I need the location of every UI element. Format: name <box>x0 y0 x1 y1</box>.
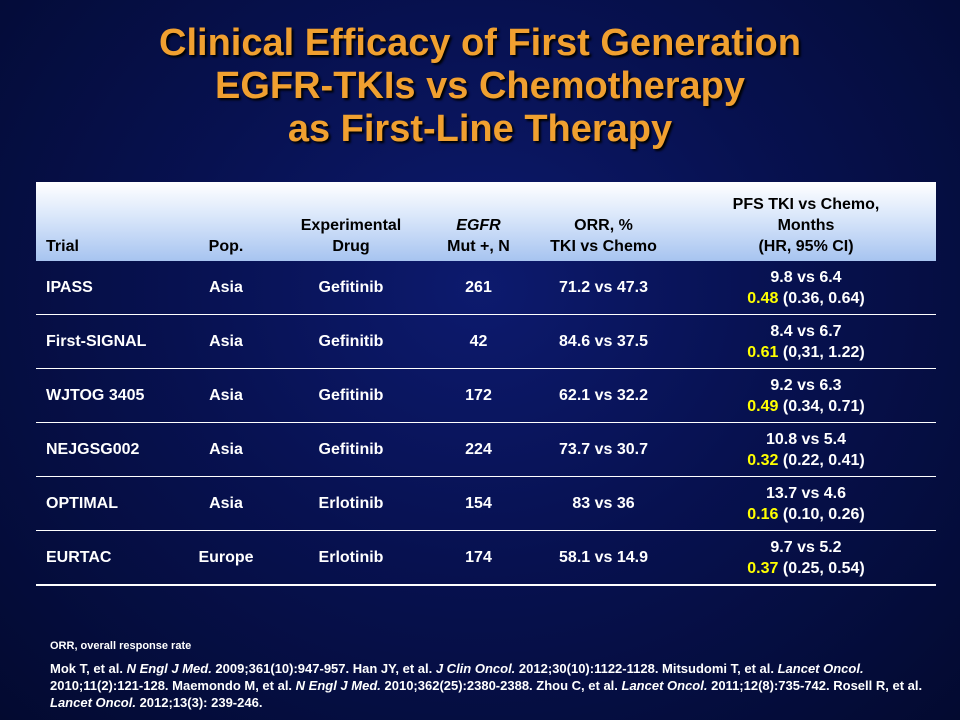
cell-orr: 73.7 vs 30.7 <box>531 422 676 477</box>
hazard-ratio: 0.49 <box>747 397 779 415</box>
header-trial: Trial <box>46 238 79 255</box>
title-line-2: EGFR-TKIs vs Chemotherapy <box>215 65 745 107</box>
cell-drug: Gefitinib <box>276 368 426 423</box>
hazard-ratio: 0.37 <box>747 559 779 577</box>
cell-orr: 58.1 vs 14.9 <box>531 530 676 586</box>
cell-pfs: 13.7 vs 4.6 0.16 (0.10, 0.26) <box>676 476 936 531</box>
header-egfr: EGFR Mut +, N <box>447 217 510 255</box>
cell-n: 154 <box>426 476 531 531</box>
cell-trial: IPASS <box>36 261 176 315</box>
cell-pfs: 10.8 vs 5.4 0.32 (0.22, 0.41) <box>676 422 936 477</box>
efficacy-table-container: Trial Pop. Experimental Drug EGFR Mut +, N… <box>36 182 936 586</box>
cell-trial: OPTIMAL <box>36 476 176 531</box>
cell-drug: Erlotinib <box>276 476 426 531</box>
cell-orr: 83 vs 36 <box>531 476 676 531</box>
hazard-ratio: 0.16 <box>747 505 779 523</box>
cell-n: 224 <box>426 422 531 477</box>
cell-pfs: 8.4 vs 6.7 0.61 (0,31, 1.22) <box>676 314 936 369</box>
cell-n: 261 <box>426 261 531 315</box>
header-pop: Pop. <box>208 238 244 255</box>
cell-pfs: 9.7 vs 5.2 0.37 (0.25, 0.54) <box>676 530 936 586</box>
cell-n: 172 <box>426 368 531 423</box>
table-row: EURTAC Europe Erlotinib 174 58.1 vs 14.9… <box>36 530 936 586</box>
cell-pop: Europe <box>176 530 276 586</box>
cell-drug: Gefinitib <box>276 314 426 369</box>
table-row: OPTIMAL Asia Erlotinib 154 83 vs 36 13.7… <box>36 476 936 531</box>
cell-trial: WJTOG 3405 <box>36 368 176 423</box>
header-drug: Experimental Drug <box>300 217 402 255</box>
cell-pop: Asia <box>176 368 276 423</box>
title-line-3: as First-Line Therapy <box>287 108 673 150</box>
table-header-row: Trial Pop. Experimental Drug EGFR Mut +, N… <box>36 182 936 261</box>
cell-drug: Gefitinib <box>276 261 426 315</box>
cell-n: 42 <box>426 314 531 369</box>
slide-title: Clinical Efficacy of First Generation EG… <box>0 22 960 151</box>
table-row: IPASS Asia Gefitinib 261 71.2 vs 47.3 9.… <box>36 261 936 315</box>
cell-trial: EURTAC <box>36 530 176 586</box>
cell-pfs: 9.8 vs 6.4 0.48 (0.36, 0.64) <box>676 261 936 315</box>
cell-pfs: 9.2 vs 6.3 0.49 (0.34, 0.71) <box>676 368 936 423</box>
table-row: WJTOG 3405 Asia Gefitinib 172 62.1 vs 32… <box>36 368 936 423</box>
header-pfs: PFS TKI vs Chemo, Months (HR, 95% CI) <box>732 196 880 255</box>
cell-drug: Erlotinib <box>276 530 426 586</box>
hazard-ratio: 0.32 <box>747 451 779 469</box>
cell-orr: 71.2 vs 47.3 <box>531 261 676 315</box>
cell-orr: 84.6 vs 37.5 <box>531 314 676 369</box>
table-row: NEJGSG002 Asia Gefitinib 224 73.7 vs 30.… <box>36 422 936 477</box>
cell-orr: 62.1 vs 32.2 <box>531 368 676 423</box>
cell-pop: Asia <box>176 422 276 477</box>
cell-pop: Asia <box>176 261 276 315</box>
efficacy-table: Trial Pop. Experimental Drug EGFR Mut +, N… <box>36 182 936 586</box>
cell-n: 174 <box>426 530 531 586</box>
references: Mok T, et al. N Engl J Med. 2009;361(10)… <box>50 661 923 710</box>
cell-pop: Asia <box>176 314 276 369</box>
footnote: ORR, overall response rate <box>50 640 192 652</box>
table-row: First-SIGNAL Asia Gefinitib 42 84.6 vs 3… <box>36 314 936 369</box>
cell-pop: Asia <box>176 476 276 531</box>
cell-trial: First-SIGNAL <box>36 314 176 369</box>
cell-drug: Gefitinib <box>276 422 426 477</box>
hazard-ratio: 0.61 <box>747 343 779 361</box>
hazard-ratio: 0.48 <box>747 289 779 307</box>
header-orr: ORR, % TKI vs Chemo <box>550 217 657 255</box>
cell-trial: NEJGSG002 <box>36 422 176 477</box>
table-body: IPASS Asia Gefitinib 261 71.2 vs 47.3 9.… <box>36 261 936 586</box>
title-line-1: Clinical Efficacy of First Generation <box>159 22 801 64</box>
